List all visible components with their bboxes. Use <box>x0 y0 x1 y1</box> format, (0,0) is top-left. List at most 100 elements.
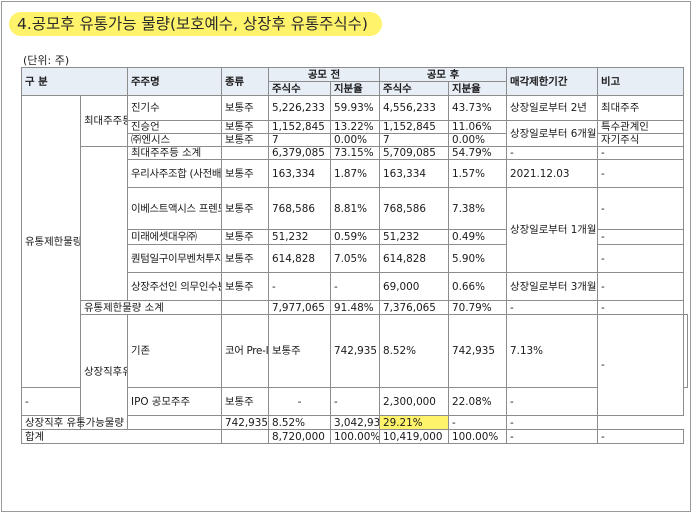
total-row: 합계 8,720,000 100.00% 10,419,000 100.00% … <box>21 429 688 444</box>
after-ratio: 0.00% <box>448 133 508 147</box>
before-shares: - <box>268 387 331 416</box>
after-ratio: 1.57% <box>448 159 508 188</box>
header-lockup: 매각제한기간 <box>506 67 599 96</box>
note: - <box>597 244 685 273</box>
header-row: 구 분 주주명 종류 공모 전 공모 후 매각제한기간 비고 <box>21 67 688 96</box>
before-ratio: 59.93% <box>329 95 381 121</box>
share-type: 보통주 <box>221 95 269 121</box>
note: - <box>597 146 685 160</box>
after-ratio: 0.49% <box>448 229 508 245</box>
after-shares: 4,556,233 <box>379 95 450 121</box>
holder-name: 코어 Pre-IPO 일구이무 전문투자형 사모투자신탁 외10인 <box>221 314 269 388</box>
after-shares: 742,935 <box>448 314 508 388</box>
share-type: 보통주 <box>221 229 269 245</box>
before-shares: 768,586 <box>268 187 331 230</box>
table-row: 상장주선인 의무인수분 보통주 - - 69,000 0.66% 상장일로부터 … <box>22 272 688 301</box>
group-others-blank <box>80 146 128 301</box>
note: - <box>683 314 688 388</box>
after-shares: 7 <box>379 133 450 147</box>
before-ratio: 8.81% <box>329 187 381 230</box>
holder-name: 진기수 <box>127 95 222 121</box>
after-ratio: 100.00% <box>448 429 508 444</box>
note: 자기주식 <box>597 133 685 147</box>
holder-name: 이베스트액시스 프렌드 신기술 투자조합 <box>127 187 222 230</box>
holder-name: 미래에셋대우㈜ <box>127 229 222 245</box>
holder-name: 퀀텀일구이무벤처투자조합 <box>127 244 222 273</box>
lockup-period: - <box>506 146 599 160</box>
after-shares: 51,232 <box>379 229 450 245</box>
holder-name: IPO 공모주주 <box>127 387 222 416</box>
note: 최대주주 <box>597 95 685 121</box>
share-type <box>221 146 269 160</box>
before-shares: 51,232 <box>268 229 331 245</box>
share-type <box>127 415 222 430</box>
before-shares: 5,226,233 <box>268 95 331 121</box>
note: - <box>597 272 685 301</box>
before-shares: 7 <box>268 133 331 147</box>
lockup-period: 상장일로부터 6개월 <box>506 120 599 147</box>
before-shares: - <box>268 272 331 301</box>
before-shares: 614,828 <box>268 244 331 273</box>
after-ratio-highlight: 29.21% <box>379 415 450 430</box>
header-before-shares: 주식수 <box>268 81 331 96</box>
note: - <box>506 415 599 430</box>
holder-name: 유통제한물량 소계 <box>80 300 222 315</box>
before-ratio: 73.15% <box>329 146 381 160</box>
after-shares: 69,000 <box>379 272 450 301</box>
group-largest: 최대주주등 <box>80 95 128 147</box>
share-type: 보통주 <box>268 314 331 388</box>
after-shares: 10,419,000 <box>379 429 450 444</box>
before-shares: 1,152,845 <box>268 120 331 134</box>
before-shares: 6,379,085 <box>268 146 331 160</box>
table-row: - IPO 공모주주 보통주 - - 2,300,000 22.08% - <box>21 387 688 416</box>
header-before: 공모 전 <box>267 67 381 82</box>
subtotal-row: 상장직후 유통가능물량 소계 742,935 8.52% 3,042,935 2… <box>21 415 688 430</box>
header-category: 구 분 <box>21 67 128 96</box>
header-before-ratio: 지분율 <box>329 81 381 96</box>
share-type: 보통주 <box>221 387 269 416</box>
before-ratio: - <box>329 387 381 416</box>
lockup-period: - <box>597 314 685 416</box>
subtotal-row: 유통제한물량 소계 7,977,065 91.48% 7,376,065 70.… <box>22 300 688 315</box>
after-shares: 1,152,845 <box>379 120 450 134</box>
share-type: 보통주 <box>221 244 269 273</box>
after-shares: 5,709,085 <box>379 146 450 160</box>
holder-name: 최대주주등 소계 <box>127 146 222 160</box>
header-holder: 주주명 <box>127 67 222 96</box>
header-after-shares: 주식수 <box>379 81 450 96</box>
after-ratio: 0.66% <box>448 272 508 301</box>
before-ratio: 91.48% <box>329 300 381 315</box>
table-row: 이베스트액시스 프렌드 신기술 투자조합 보통주 768,586 8.81% 7… <box>22 187 688 273</box>
holder-name: 진승언 <box>127 120 222 134</box>
share-type <box>221 429 269 444</box>
unit-label: (단위: 주) <box>23 54 70 67</box>
before-shares: 7,977,065 <box>268 300 331 315</box>
note: - <box>597 159 685 188</box>
before-ratio: 8.52% <box>268 415 331 430</box>
after-ratio: 54.79% <box>448 146 508 160</box>
before-ratio: 7.05% <box>329 244 381 273</box>
header-type: 종류 <box>221 67 269 96</box>
holder-name: 우리사주조합 (사전배정분) <box>127 159 222 188</box>
before-ratio: 0.00% <box>329 133 381 147</box>
before-ratio: 100.00% <box>329 429 381 444</box>
after-ratio: 22.08% <box>448 387 508 416</box>
lockup-period: - <box>506 300 599 315</box>
note: 특수관계인 <box>597 120 685 134</box>
after-ratio: 70.79% <box>448 300 508 315</box>
note: - <box>597 300 685 315</box>
share-type: 보통주 <box>221 133 269 147</box>
after-ratio: 11.06% <box>448 120 508 134</box>
shareholder-table: 구 분 주주명 종류 공모 전 공모 후 매각제한기간 비고 주식수 지분율 주… <box>21 67 688 444</box>
after-shares: 163,334 <box>379 159 450 188</box>
share-type: 보통주 <box>221 272 269 301</box>
group-existing: 기존 <box>127 314 222 388</box>
after-shares: 7,376,065 <box>379 300 450 315</box>
before-ratio: - <box>329 272 381 301</box>
note: - <box>597 429 685 444</box>
group-restricted: 유통제한물량 <box>21 95 81 388</box>
note: - <box>597 229 685 245</box>
